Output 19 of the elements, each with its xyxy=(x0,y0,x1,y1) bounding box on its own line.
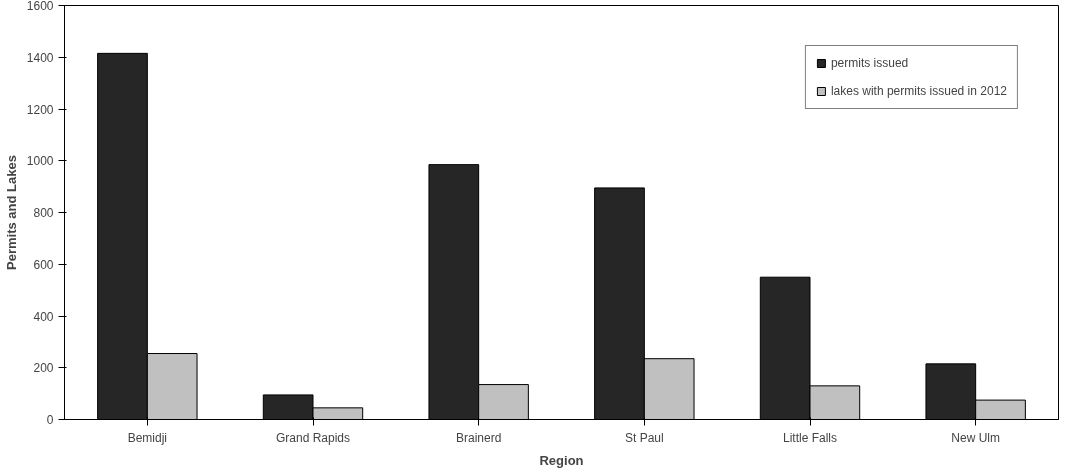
y-tick-label: 1000 xyxy=(26,154,54,169)
y-tick-label: 200 xyxy=(33,361,54,376)
x-tick-label: Bemidji xyxy=(127,430,168,445)
x-tick-label: Little Falls xyxy=(782,430,838,445)
x-tick-label: Brainerd xyxy=(455,430,502,445)
x-tick-label: St Paul xyxy=(624,430,664,445)
y-tick-label: 800 xyxy=(33,206,54,220)
y-tick-label: 0 xyxy=(46,413,54,427)
y-axis-title: Permits and Lakes xyxy=(3,155,19,270)
y-tick-label: 400 xyxy=(33,309,54,324)
legend-label: lakes with permits issued in 2012 xyxy=(830,84,1007,98)
x-tick-label: New Ulm xyxy=(951,430,1000,445)
y-tick-label: 1600 xyxy=(26,0,54,13)
legend-label: permits issued xyxy=(830,56,909,70)
y-tick-label: 1400 xyxy=(26,50,54,65)
y-tick-label: 600 xyxy=(33,257,54,272)
x-axis-title: Region xyxy=(539,452,584,468)
x-tick-label: Grand Rapids xyxy=(275,430,351,445)
y-tick-label: 1200 xyxy=(26,102,54,117)
